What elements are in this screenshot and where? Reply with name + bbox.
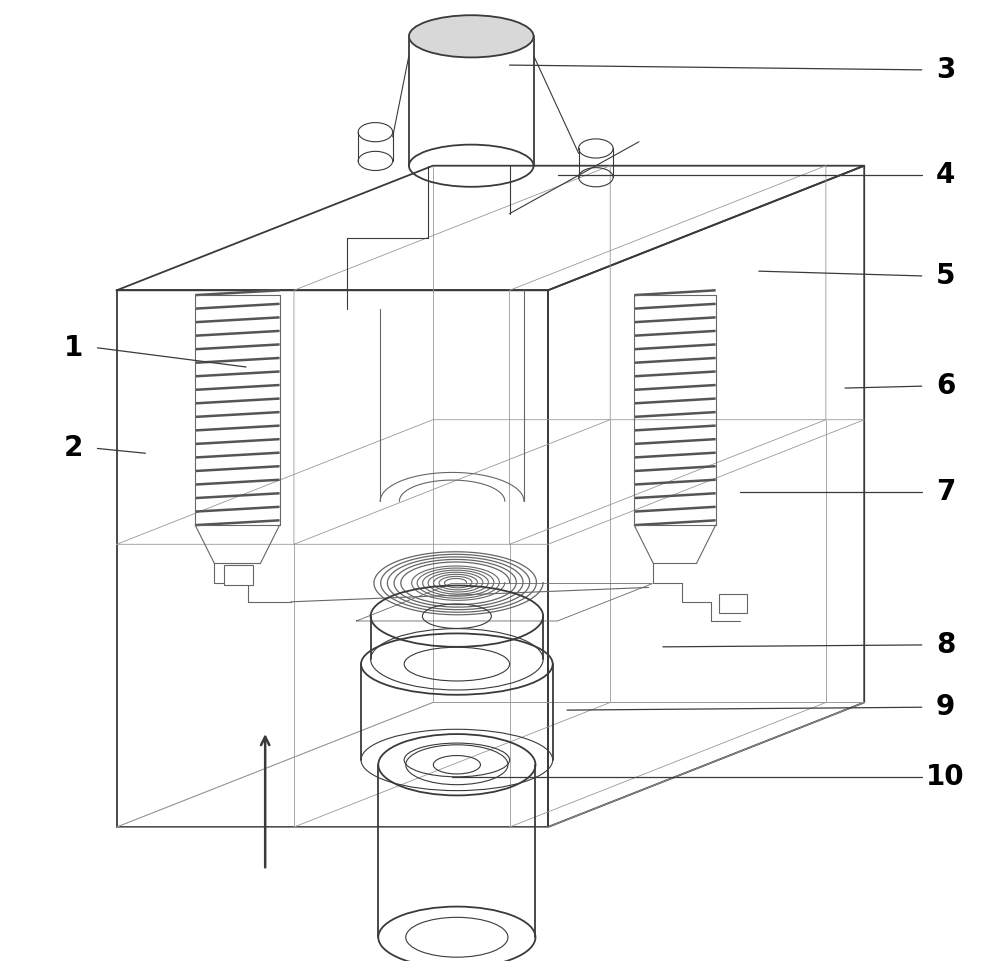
Bar	[719, 594, 747, 613]
Text: 7: 7	[936, 477, 955, 505]
Text: 1: 1	[64, 334, 83, 362]
Text: 4: 4	[936, 161, 955, 189]
Text: 8: 8	[936, 630, 955, 659]
Bar	[224, 565, 253, 584]
Text: 2: 2	[64, 435, 83, 463]
Ellipse shape	[409, 15, 534, 58]
Text: 6: 6	[936, 372, 955, 400]
Text: 10: 10	[926, 763, 965, 791]
Text: 9: 9	[936, 693, 955, 721]
Text: 3: 3	[936, 56, 955, 84]
Text: 5: 5	[936, 262, 955, 290]
